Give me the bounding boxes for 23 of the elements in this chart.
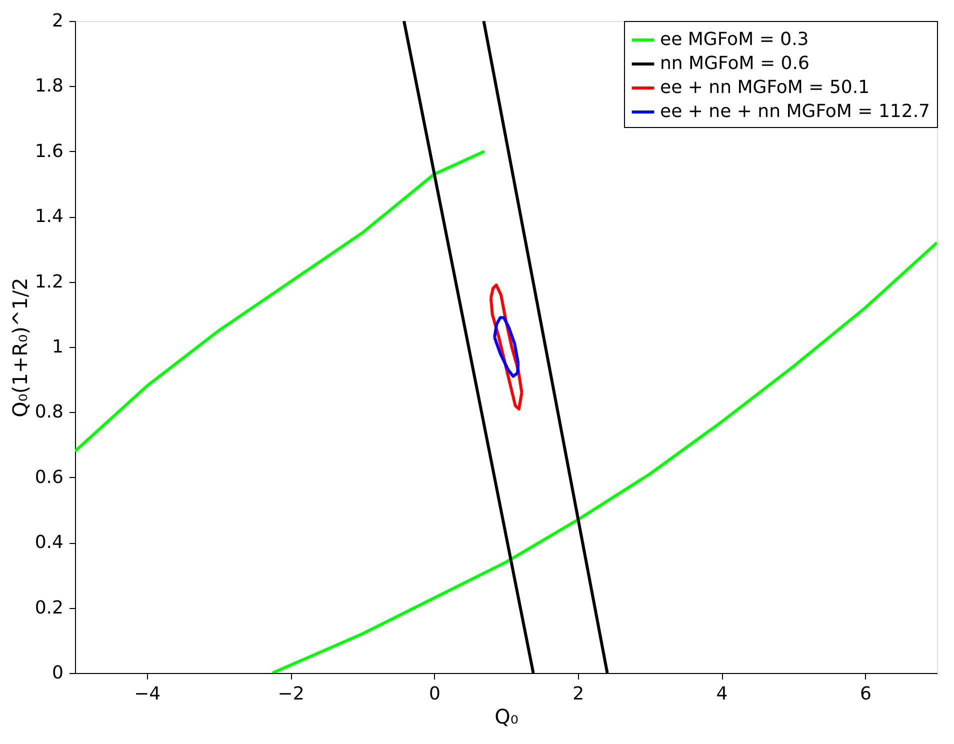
x-tick-label: 4 [716,684,728,704]
y-axis-title: Q₀(1+R₀)^1/2 [8,278,32,418]
y-tick-label: 0.6 [34,466,64,488]
legend-label: ee MGFoM = 0.3 [660,29,809,50]
y-tick-label: 0 [52,662,64,684]
y-tick-label: 0.8 [34,402,64,423]
x-tick-label: −4 [134,684,161,704]
x-tick-label: 0 [428,684,440,704]
x-axis-title: Q₀ [494,704,518,728]
y-tick-label: 0.4 [34,532,64,554]
y-tick-label: 1.6 [34,140,64,162]
y-tick-label: 1.4 [34,206,64,228]
x-tick-label: 2 [572,684,584,704]
y-tick-label: 2 [52,10,64,32]
legend-label: nn MGFoM = 0.6 [660,53,810,74]
y-tick-label: 0.2 [34,597,64,618]
y-tick-label: 1.2 [34,271,64,292]
x-tick-label: −2 [278,684,304,704]
legend-label: ee + nn MGFoM = 50.1 [660,77,870,98]
legend-label: ee + ne + nn MGFoM = 112.7 [660,101,930,122]
y-tick-label: 1.8 [34,76,64,97]
y-tick-label: 1 [52,336,64,358]
x-tick-label: 6 [860,684,872,704]
